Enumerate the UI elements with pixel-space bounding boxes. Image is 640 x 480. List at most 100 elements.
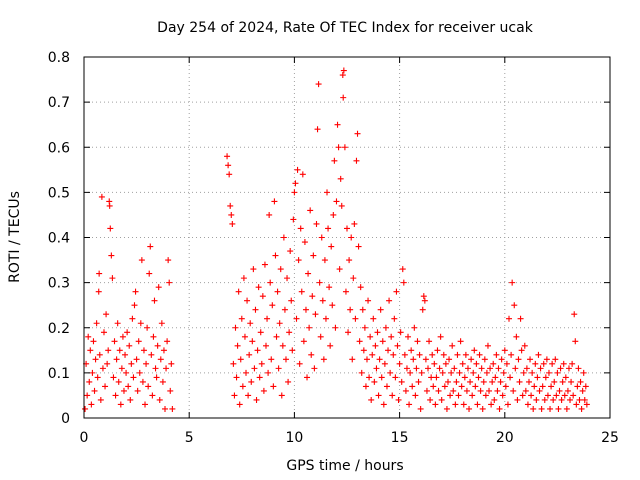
- data-point: [347, 306, 354, 313]
- data-point: [160, 347, 167, 354]
- x-tick-label: 0: [80, 430, 89, 446]
- data-point: [442, 360, 449, 367]
- data-point: [363, 356, 370, 363]
- data-point: [484, 342, 491, 349]
- data-point: [354, 130, 361, 137]
- data-point: [410, 356, 417, 363]
- data-point: [477, 387, 484, 394]
- data-point: [538, 405, 545, 412]
- data-point: [329, 302, 336, 309]
- data-point: [544, 392, 551, 399]
- data-point: [90, 338, 97, 345]
- data-point: [405, 333, 412, 340]
- data-point: [425, 365, 432, 372]
- data-point: [96, 351, 103, 358]
- y-tick-label: 0: [61, 411, 70, 427]
- data-point: [144, 324, 151, 331]
- data-point: [503, 360, 510, 367]
- data-point: [547, 405, 554, 412]
- data-point: [137, 320, 144, 327]
- data-point: [126, 342, 133, 349]
- data-point: [248, 378, 255, 385]
- data-point: [449, 342, 456, 349]
- data-point: [473, 360, 480, 367]
- data-point: [261, 261, 268, 268]
- data-point: [416, 351, 423, 358]
- data-point: [244, 297, 251, 304]
- data-point: [334, 121, 341, 128]
- data-point: [272, 252, 279, 259]
- data-point: [313, 220, 320, 227]
- data-point: [509, 279, 516, 286]
- data-point: [226, 171, 233, 178]
- data-point: [168, 360, 175, 367]
- data-point: [454, 351, 461, 358]
- data-point: [236, 401, 243, 408]
- data-point: [122, 351, 129, 358]
- data-point: [260, 387, 267, 394]
- data-point: [254, 347, 261, 354]
- x-axis-ticks: 0 5 10 15 20 25: [80, 57, 619, 446]
- data-point: [111, 338, 118, 345]
- data-point: [233, 374, 240, 381]
- data-point: [105, 347, 112, 354]
- data-point: [432, 401, 439, 408]
- data-point: [568, 378, 575, 385]
- data-point: [459, 360, 466, 367]
- data-point: [554, 369, 561, 376]
- data-point: [393, 288, 400, 295]
- data-point: [507, 374, 514, 381]
- data-point: [238, 315, 245, 322]
- data-point: [287, 248, 294, 255]
- data-point: [464, 365, 471, 372]
- data-point: [92, 356, 99, 363]
- y-tick-label: 0.7: [48, 95, 70, 111]
- data-point: [133, 356, 140, 363]
- data-point: [366, 374, 373, 381]
- data-point: [307, 207, 314, 214]
- data-point: [551, 378, 558, 385]
- data-point: [315, 81, 322, 88]
- data-point: [535, 351, 542, 358]
- data-point: [322, 315, 329, 322]
- data-point: [461, 374, 468, 381]
- data-point: [376, 356, 383, 363]
- data-point: [96, 270, 103, 277]
- data-point: [231, 392, 238, 399]
- data-point: [555, 405, 562, 412]
- data-point: [264, 315, 271, 322]
- data-point: [284, 275, 291, 282]
- data-point: [541, 396, 548, 403]
- data-point: [481, 356, 488, 363]
- data-point: [241, 333, 248, 340]
- data-point: [557, 365, 564, 372]
- data-point: [387, 369, 394, 376]
- data-point: [129, 315, 136, 322]
- data-point: [296, 360, 303, 367]
- data-point: [512, 365, 519, 372]
- data-point: [344, 225, 350, 232]
- x-tick-label: 5: [185, 430, 194, 446]
- data-point: [419, 306, 426, 313]
- data-point: [258, 360, 265, 367]
- data-point: [522, 387, 529, 394]
- data-point: [514, 396, 521, 403]
- data-point: [361, 324, 368, 331]
- data-point: [97, 396, 104, 403]
- data-point: [289, 347, 296, 354]
- data-point: [299, 171, 306, 178]
- data-point: [501, 347, 508, 354]
- data-point: [444, 378, 451, 385]
- data-point: [117, 401, 124, 408]
- data-point: [103, 311, 110, 318]
- data-point: [402, 387, 409, 394]
- data-point: [151, 297, 158, 304]
- data-point: [498, 356, 505, 363]
- data-point: [243, 369, 250, 376]
- data-point: [368, 396, 375, 403]
- data-point: [553, 392, 560, 399]
- data-point: [519, 392, 526, 399]
- data-point: [224, 153, 231, 160]
- data-point: [520, 369, 527, 376]
- data-point: [331, 157, 338, 164]
